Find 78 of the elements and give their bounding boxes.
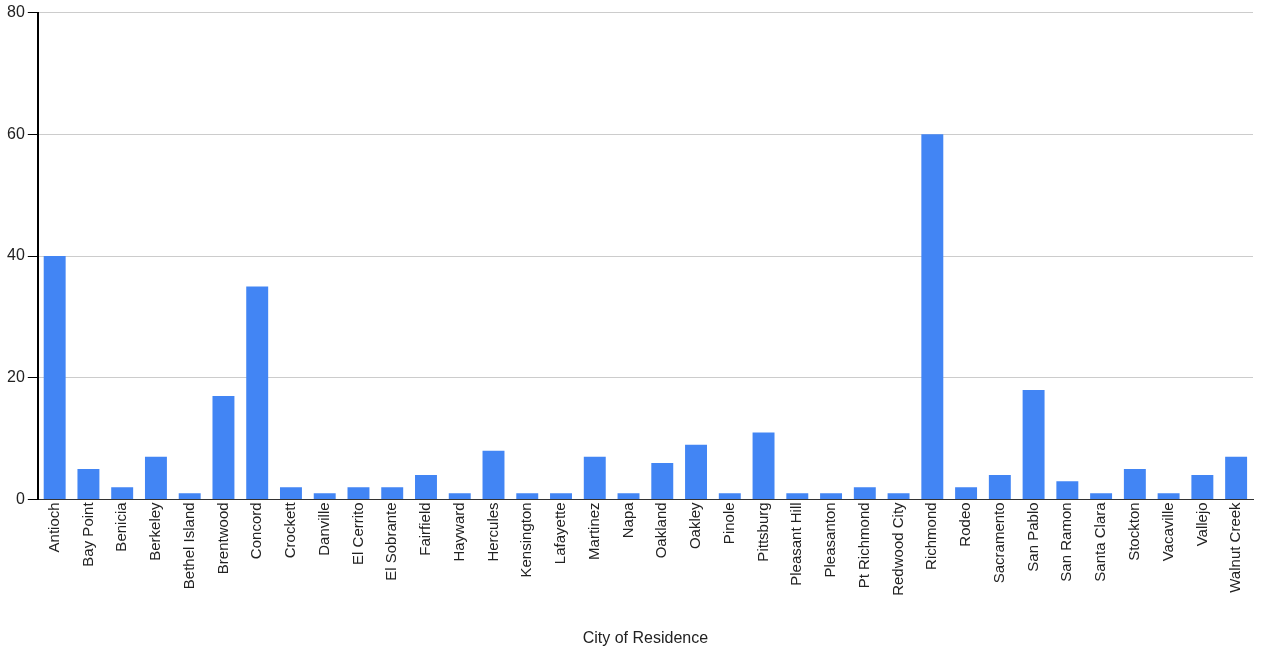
bar: [820, 493, 843, 499]
bar: [347, 487, 370, 499]
x-tick-label: Concord: [247, 502, 265, 560]
bar: [988, 475, 1011, 499]
bar: [415, 475, 437, 499]
x-tick-label: Rodeo: [956, 502, 974, 547]
x-tick-label: Berkeley: [146, 501, 164, 561]
x-tick-label: Antioch: [44, 502, 62, 553]
bar: [718, 493, 741, 499]
bar: [583, 456, 606, 499]
x-tick-label: Hercules: [483, 502, 501, 562]
x-tick-label: San Ramon: [1057, 502, 1075, 582]
bar: [752, 432, 775, 499]
bar: [887, 493, 910, 499]
x-tick-label: Pleasanton: [821, 502, 839, 578]
x-tick-label: Bay Point: [78, 501, 96, 567]
x-tick-label: Walnut Creek: [1226, 501, 1244, 593]
x-tick-label: Brentwood: [213, 502, 231, 575]
x-tick-label: Stockton: [1125, 502, 1142, 561]
x-tick-label: Danville: [314, 502, 332, 556]
x-tick-label: Pleasant Hill: [787, 502, 805, 586]
bar: [381, 487, 404, 499]
x-tick-label: Oakland: [652, 502, 670, 559]
x-tick-label: Pinole: [719, 502, 737, 545]
bar: [617, 493, 640, 499]
y-tick-label: 40: [7, 246, 25, 264]
bar: [178, 493, 201, 499]
bar: [550, 493, 572, 499]
x-tick-label: Redwood City: [888, 501, 906, 596]
x-tick-label: Sacramento: [989, 502, 1007, 584]
bar: [1056, 481, 1079, 499]
x-tick-label: Hayward: [449, 502, 467, 562]
x-tick-label: Crockett: [281, 501, 299, 559]
y-tick-label: 20: [7, 368, 25, 386]
bar: [853, 487, 876, 499]
x-axis-title: City of Residence: [582, 628, 709, 646]
bar: [43, 256, 66, 499]
bar: [1090, 493, 1113, 499]
x-tick-label: San Pablo: [1023, 502, 1041, 572]
bar: [685, 444, 707, 499]
x-tick-label: Santa Clara: [1091, 501, 1109, 582]
bar: [921, 134, 944, 499]
bar: [1191, 475, 1214, 499]
x-tick-label: El Cerrito: [348, 502, 366, 565]
bar: [448, 493, 471, 499]
bar: [651, 462, 674, 499]
bar: [144, 456, 167, 499]
bar: [955, 487, 978, 499]
bar: [246, 286, 269, 499]
x-tick-label: Oakley: [686, 501, 704, 550]
x-tick-label: Richmond: [922, 502, 940, 570]
bar: [482, 450, 505, 499]
bar: [279, 487, 302, 499]
x-tick-label: Lafayette: [551, 502, 569, 565]
bar: [786, 493, 809, 499]
bar: [77, 469, 100, 499]
x-tick-label: Pittsburg: [753, 502, 771, 562]
bar: [1123, 469, 1146, 499]
x-tick-label: Fairfield: [416, 502, 434, 556]
x-tick-label: Napa: [618, 501, 636, 539]
x-tick-label: Vacaville: [1158, 502, 1176, 562]
bar: [111, 487, 134, 499]
y-tick-label: 60: [7, 124, 25, 142]
bar: [516, 493, 539, 499]
bar: [313, 493, 336, 499]
x-tick-label: Vallejo: [1192, 502, 1210, 547]
x-tick-label: Pt Richmond: [854, 502, 872, 589]
bar: [1022, 389, 1045, 499]
x-tick-label: El Sobrante: [382, 502, 400, 581]
bar: [1157, 493, 1180, 499]
bar: [212, 395, 235, 499]
x-tick-label: Bethel Island: [179, 502, 197, 590]
y-tick-label: 0: [15, 489, 25, 507]
x-tick-label: Martinez: [584, 502, 602, 560]
bar: [1225, 456, 1248, 499]
y-tick-label: 80: [7, 3, 25, 21]
x-tick-label: Kensington: [517, 502, 535, 578]
x-tick-label: Benicia: [112, 501, 130, 552]
